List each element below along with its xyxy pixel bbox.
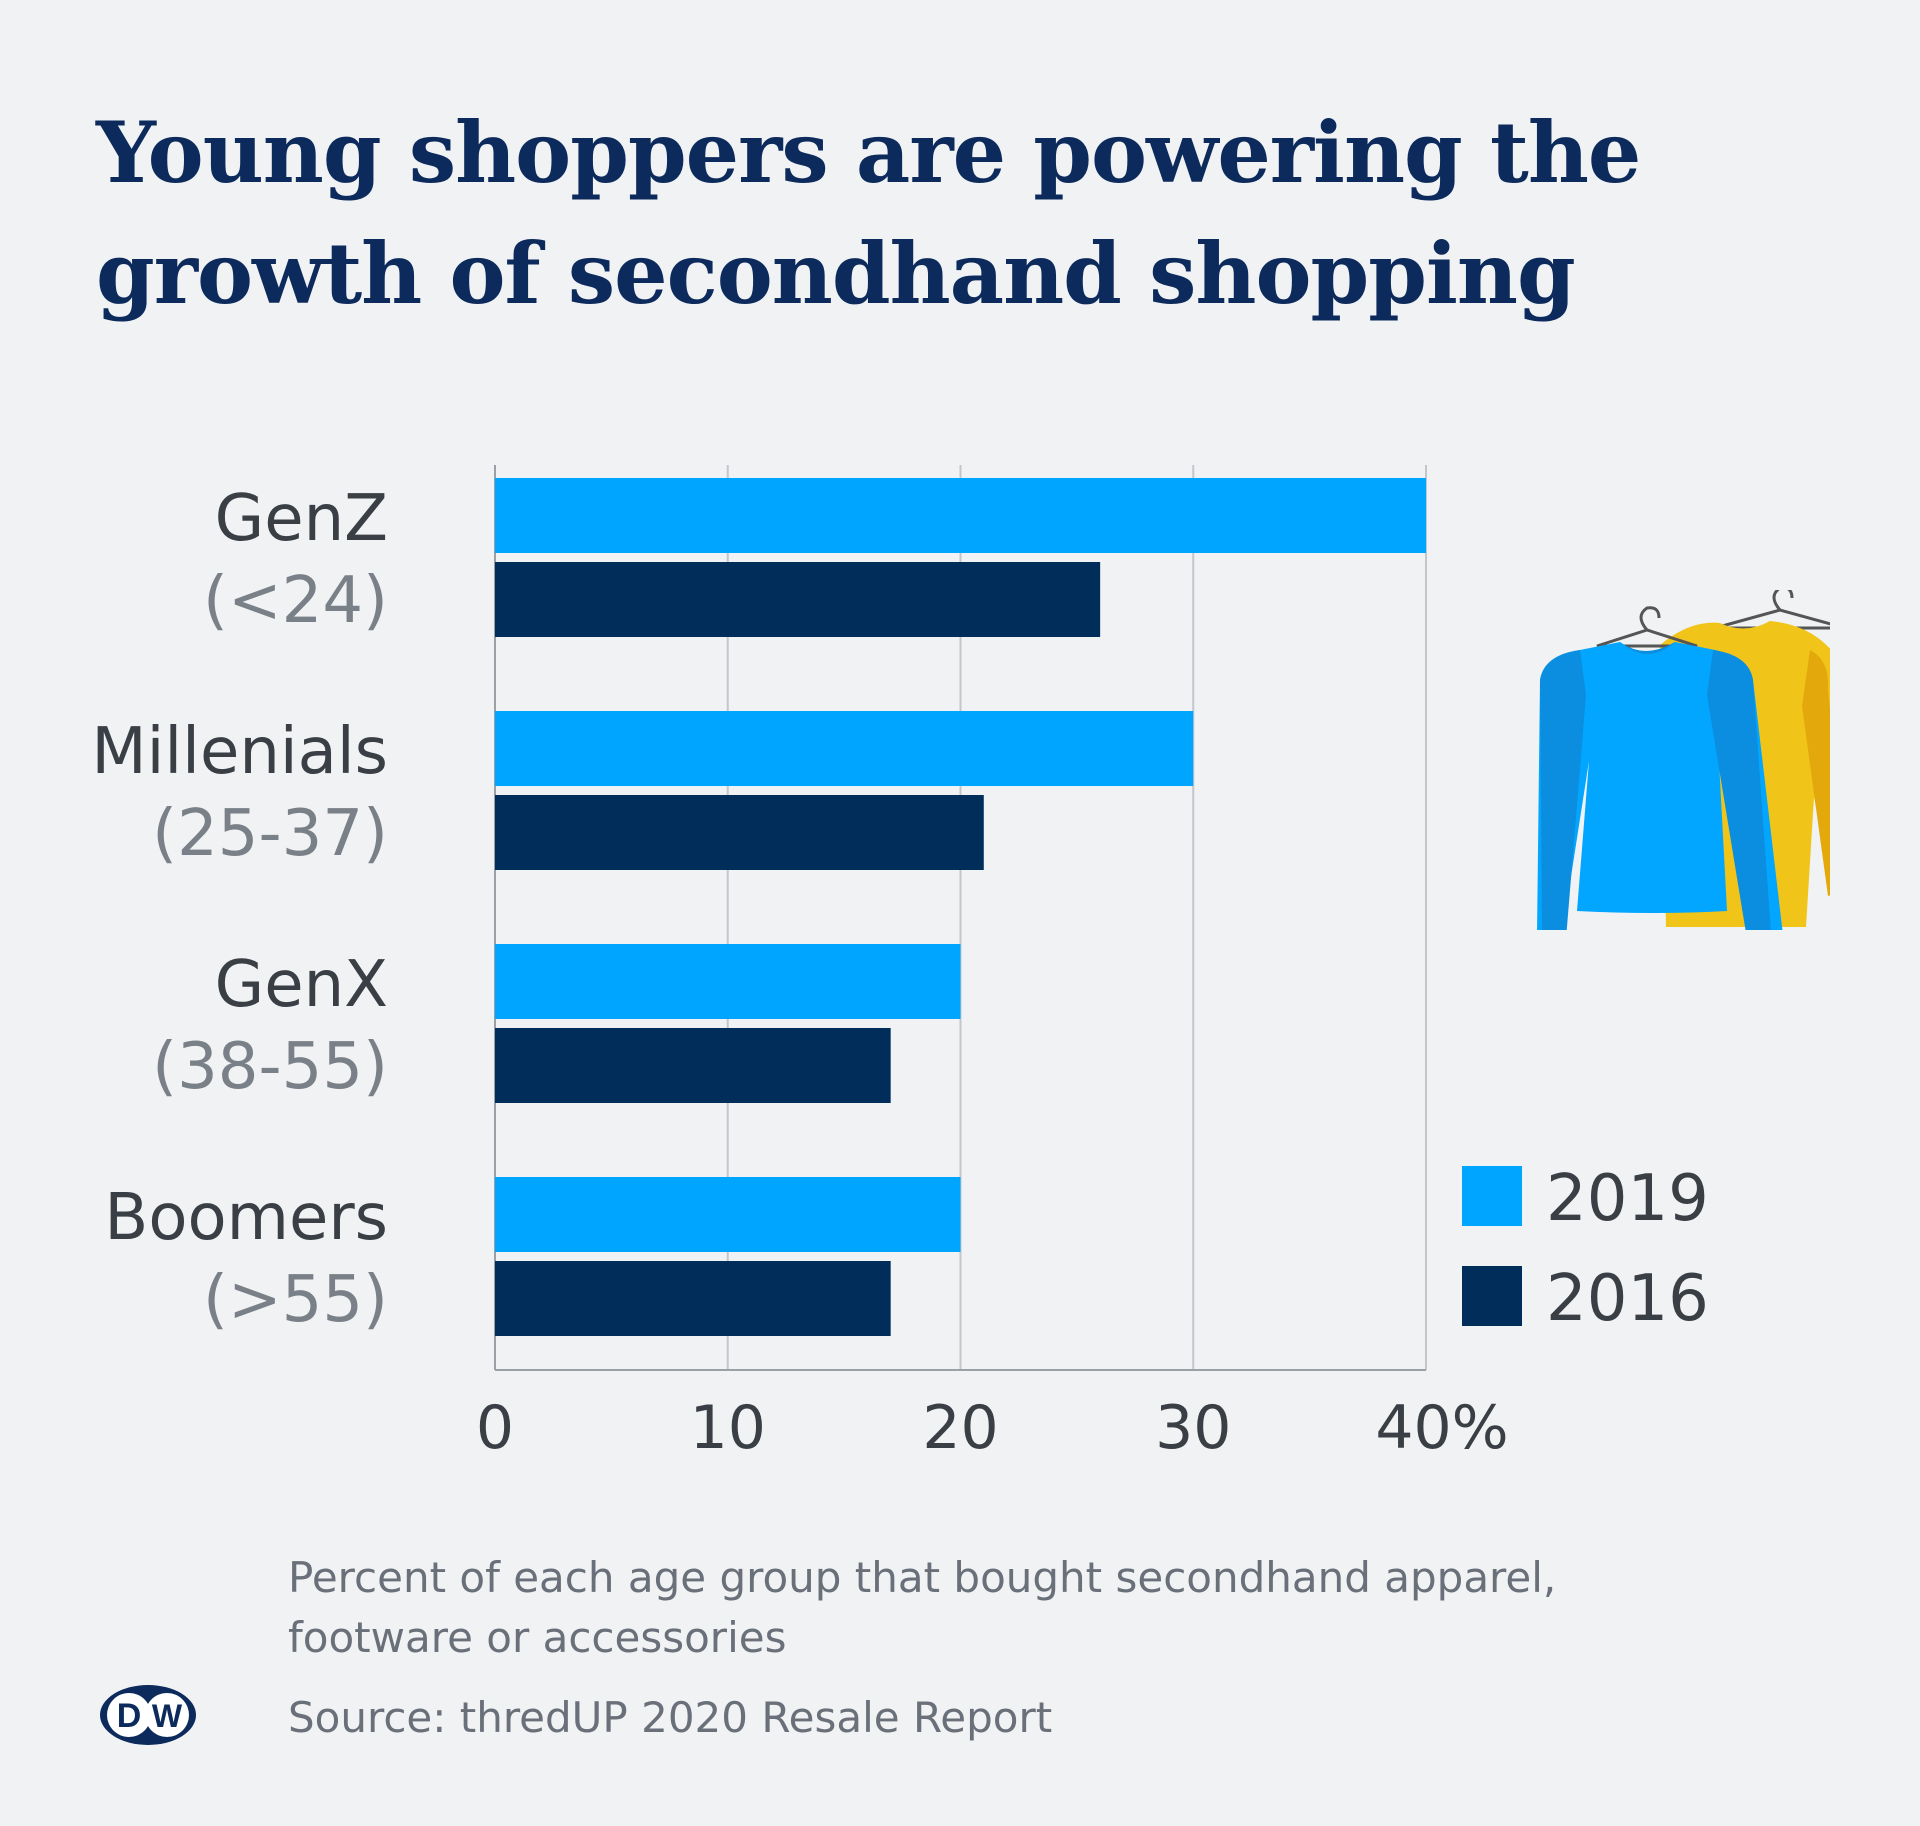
logo-letter-w: W [152, 1698, 183, 1734]
category-labels: GenZ (<24) Millenials (25-37) GenX (38-55) Boo… [91, 482, 388, 1337]
bar-millenials-2016 [495, 795, 984, 870]
legend: 2019 2016 [1462, 1162, 1709, 1336]
legend-label: 2016 [1546, 1262, 1709, 1336]
chart-footnote: Percent of each age group that bought se… [288, 1553, 1557, 1662]
category-range-label: (25-37) [152, 797, 388, 871]
legend-swatch-2016 [1462, 1266, 1522, 1326]
x-tick-label: 20 [922, 1393, 998, 1463]
bar-genx-2016 [495, 1028, 891, 1103]
bar-genx-2019 [495, 944, 961, 1019]
x-tick-labels: 0 10 20 30 40% [476, 1393, 1509, 1463]
x-tick-label: 30 [1155, 1393, 1231, 1463]
chart-title: Young shoppers are powering the growth o… [96, 92, 1816, 334]
category-label: GenZ [215, 482, 388, 556]
x-tick-label: 0 [476, 1393, 514, 1463]
legend-label: 2019 [1546, 1162, 1709, 1236]
logo-letter-d: D [117, 1697, 142, 1735]
chart-source: Source: thredUP 2020 Resale Report [288, 1693, 1053, 1742]
bar-boomers-2016 [495, 1261, 891, 1336]
bar-genz-2019 [495, 478, 1426, 553]
shirts-on-hangers-icon [1537, 590, 1830, 930]
bar-boomers-2019 [495, 1177, 961, 1252]
x-tick-label: 10 [690, 1393, 766, 1463]
legend-swatch-2019 [1462, 1166, 1522, 1226]
x-tick-label: 40% [1375, 1393, 1508, 1463]
category-label: GenX [215, 948, 388, 1022]
category-label: Millenials [91, 715, 388, 789]
blue-shirt [1537, 606, 1783, 930]
bar-chart: GenZ (<24) Millenials (25-37) GenX (38-55) Boo… [91, 465, 1709, 1463]
category-label: Boomers [104, 1181, 388, 1255]
category-range-label: (38-55) [152, 1030, 388, 1104]
bars [495, 478, 1426, 1336]
title-line-1: Young shoppers are powering the [96, 103, 1641, 202]
category-range-label: (>55) [203, 1263, 388, 1337]
dw-logo: D W [100, 1685, 196, 1745]
title-line-2: growth of secondhand shopping [96, 224, 1576, 323]
bar-genz-2016 [495, 562, 1101, 637]
bar-millenials-2019 [495, 711, 1194, 786]
category-range-label: (<24) [203, 564, 388, 638]
